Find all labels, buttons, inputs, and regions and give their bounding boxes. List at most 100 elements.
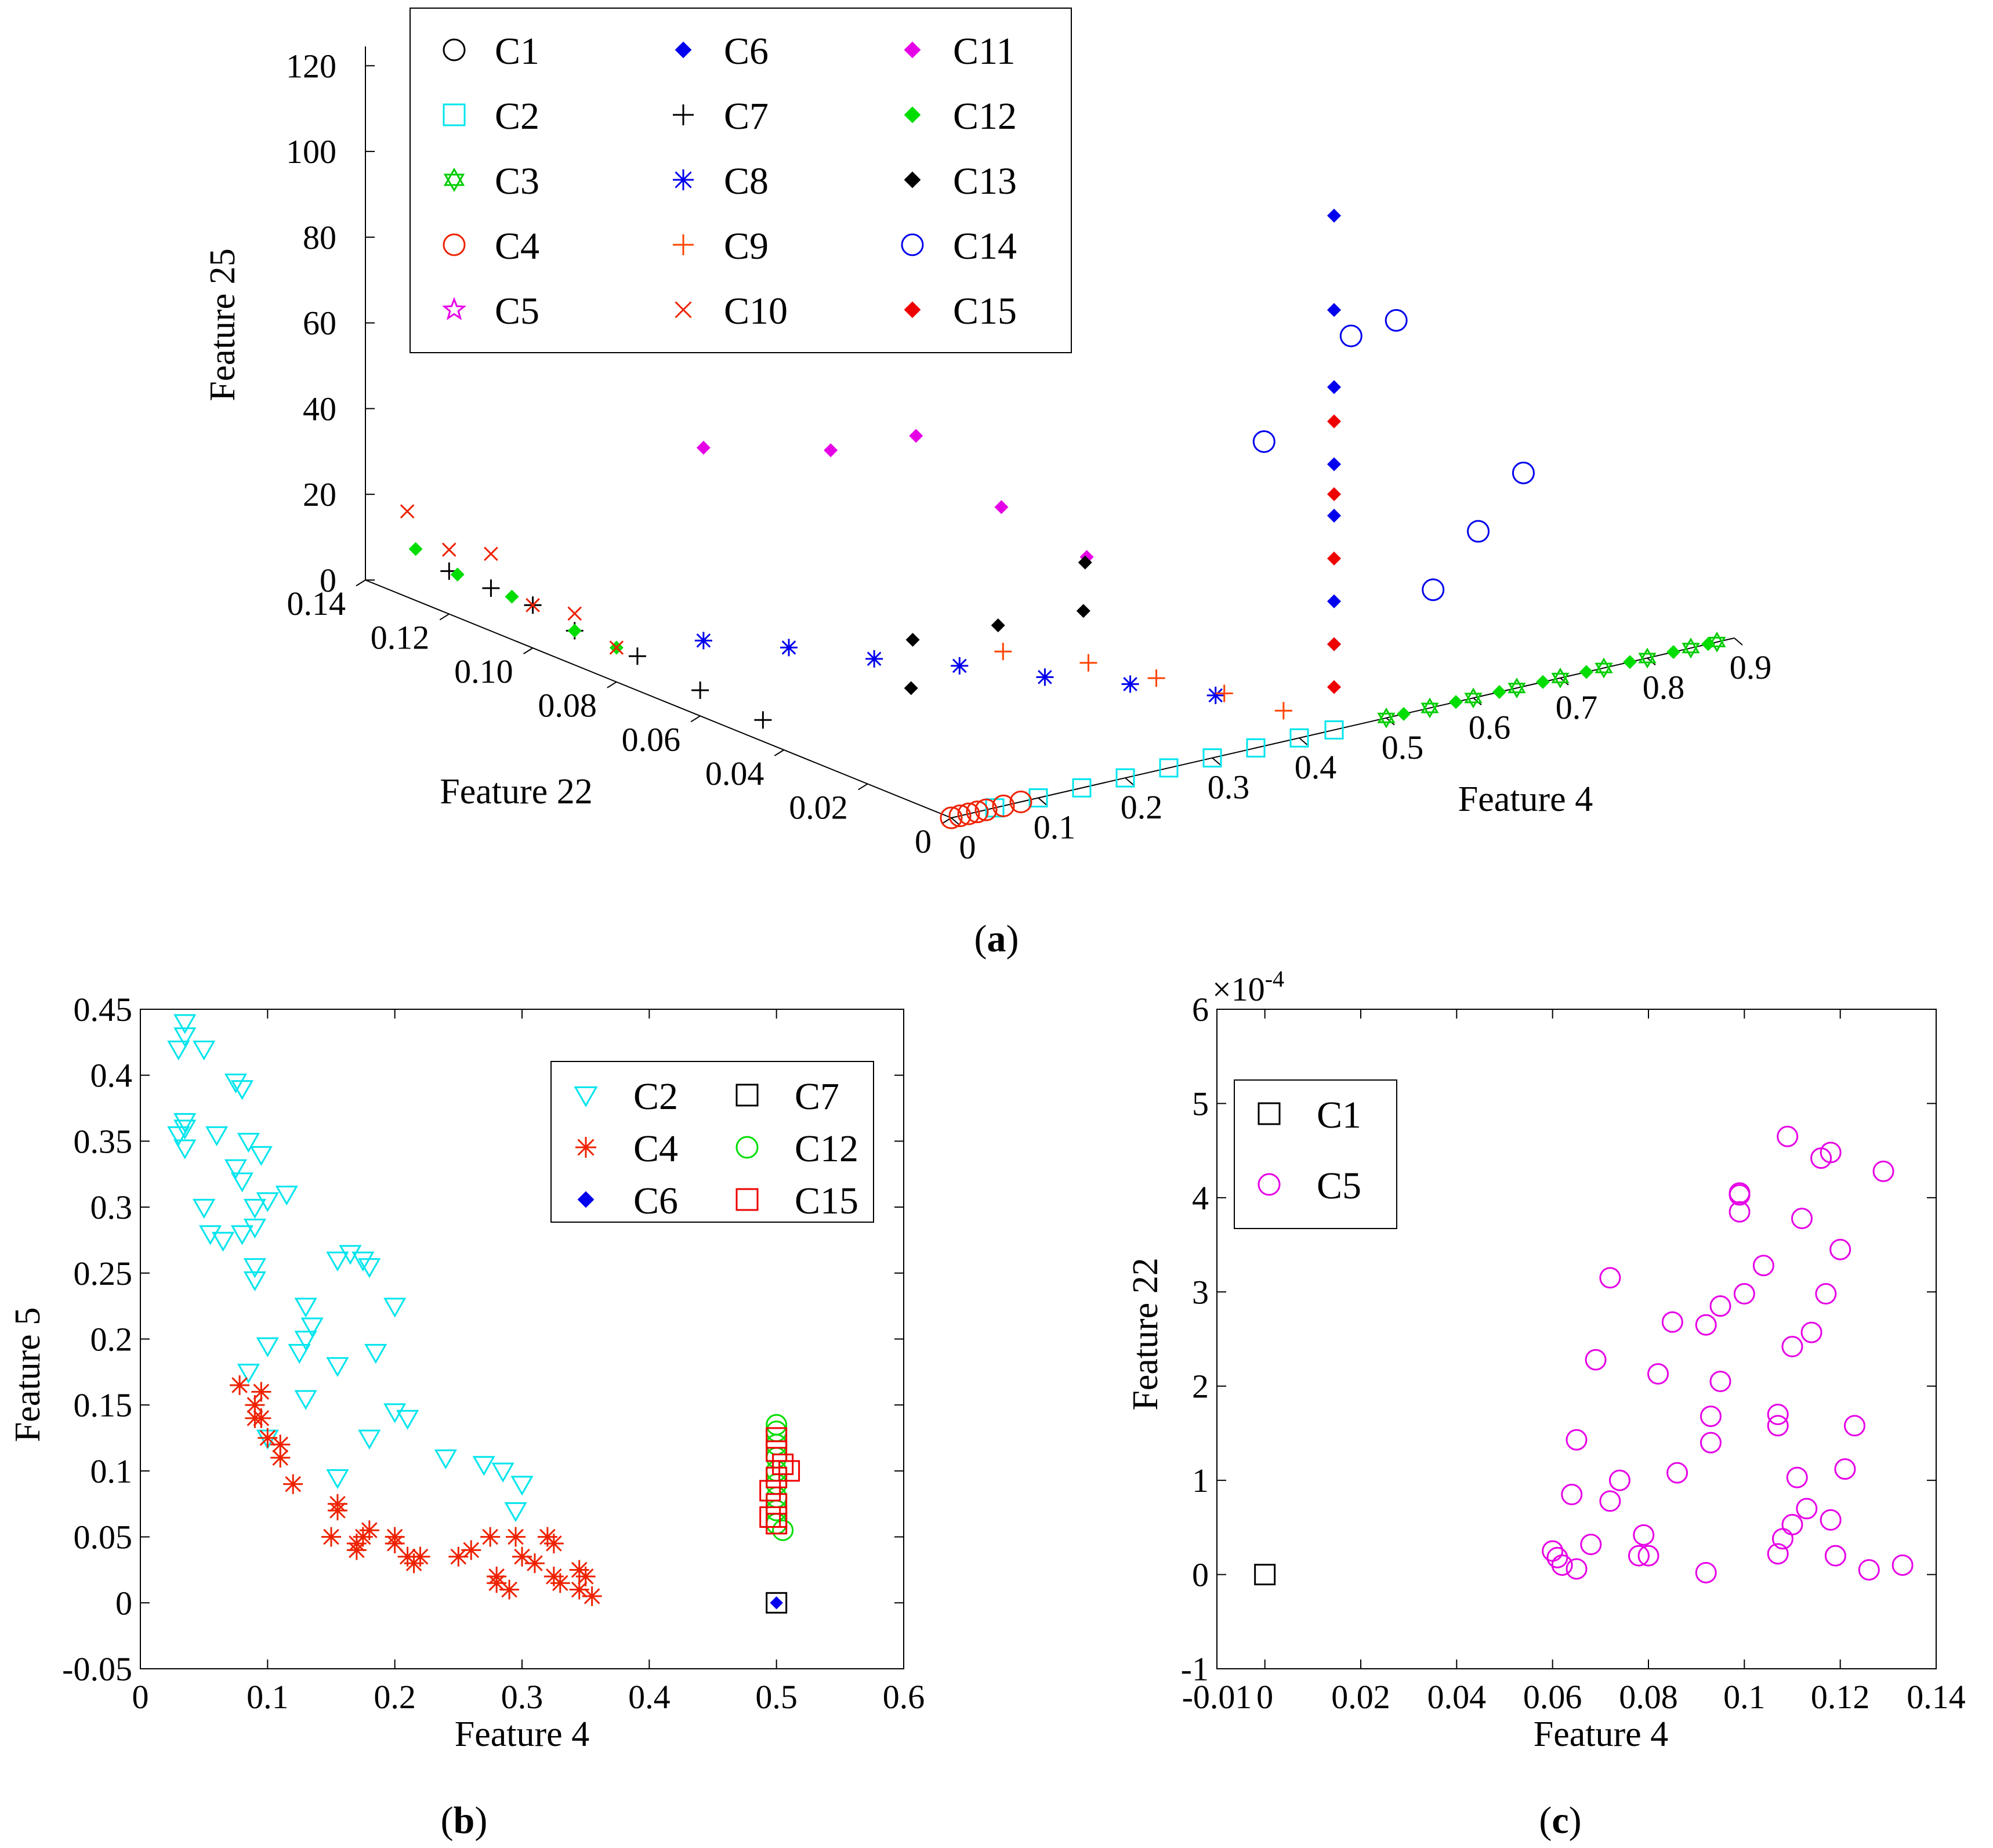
data-point-c4 (245, 1395, 265, 1415)
data-point-c5 (1599, 1490, 1621, 1512)
y-tick-label: 0.08 (538, 687, 597, 724)
data-point-c4 (550, 1573, 570, 1593)
panel-c-scatter: -0.01 0 0.02 0.04 0.06 0.08 0.1 0.12 0.14-101234… (1126, 966, 1966, 1842)
panel-a-legend: C1 C2 C3 C4 C5 C6 C7 C8 C9 C10 C11 C12 C13 C14 C15 (410, 8, 1072, 353)
data-point-c5 (1633, 1524, 1655, 1546)
data-point-c13 (1078, 555, 1092, 570)
data-point-c15 (1327, 487, 1341, 502)
y-tick-label: 0.35 (74, 1122, 133, 1160)
x-tick-label: 0.1 (1034, 809, 1076, 846)
data-point-c4 (480, 1527, 501, 1547)
legend-box (550, 1061, 874, 1223)
data-point-c2 (1159, 758, 1179, 778)
data-point-c13 (905, 632, 920, 647)
x-tick-label: 0.5 (1382, 729, 1424, 766)
y-tick-label: 0.4 (90, 1057, 133, 1095)
y-tick-label: 5 (1192, 1085, 1209, 1122)
x-tick-mark (1212, 757, 1221, 766)
data-point-c3 (1377, 707, 1396, 729)
data-point-c4 (569, 1579, 589, 1600)
legend-label: C3 (495, 160, 539, 202)
x-tick-label: 0.9 (1730, 648, 1772, 686)
data-point-c2 (491, 1462, 514, 1483)
data-point-c2 (224, 1159, 248, 1179)
data-point-c2 (237, 1364, 260, 1384)
data-point-c9 (1147, 669, 1165, 687)
data-point-c5 (1858, 1559, 1880, 1581)
legend-marker-c2 (574, 1086, 598, 1108)
data-point-c4 (487, 1573, 507, 1593)
y-axis-label: Feature 5 (8, 1307, 48, 1442)
data-point-c4 (499, 1579, 520, 1600)
data-point-c2 (237, 1133, 260, 1153)
y-axis-line (365, 579, 952, 818)
data-point-c8 (780, 639, 798, 657)
x-tick-mark (951, 817, 960, 825)
data-point-c9 (1274, 702, 1292, 720)
data-point-c4 (582, 1586, 602, 1606)
z-tick-label: 0 (320, 561, 336, 599)
data-point-c5 (1608, 1469, 1630, 1491)
y-tick-label: -1 (1181, 1650, 1209, 1688)
data-point-c3 (1638, 647, 1657, 669)
data-point-c4 (506, 1527, 526, 1547)
legend-label: C14 (953, 225, 1017, 267)
data-point-c5 (1815, 1283, 1837, 1305)
data-point-c10 (526, 597, 540, 613)
data-point-c12 (408, 542, 423, 556)
data-point-c15 (772, 1454, 794, 1476)
legend-label: C15 (795, 1180, 858, 1222)
x-tick-mark (1125, 777, 1134, 785)
data-point-c5 (1661, 1311, 1683, 1333)
data-point-c5 (1666, 1462, 1688, 1484)
data-point-c5 (1781, 1513, 1803, 1535)
data-point-c5 (1729, 1201, 1751, 1223)
x-tick-label: 0.3 (1208, 769, 1250, 806)
data-point-c2 (205, 1126, 229, 1147)
legend-label: C4 (633, 1128, 678, 1170)
data-point-c2 (294, 1298, 317, 1318)
x-axis-label: Feature 4 (1534, 1715, 1668, 1754)
data-point-c2 (288, 1343, 311, 1364)
data-point-c2 (352, 1251, 375, 1272)
data-point-c5 (1891, 1554, 1914, 1576)
data-point-c12 (567, 624, 582, 638)
data-point-c3 (1551, 667, 1570, 689)
legend-label: C12 (953, 95, 1017, 137)
y-tick-label: 0.15 (74, 1386, 133, 1424)
y-axis-multiplier: ×10-4 (1212, 966, 1284, 1008)
data-point-c15 (1327, 551, 1341, 566)
data-point-c15 (1327, 680, 1341, 694)
data-point-c5 (1767, 1403, 1789, 1425)
x-tick-label: -0.01 (1182, 1678, 1252, 1716)
data-point-c2 (472, 1456, 495, 1476)
data-point-c2 (173, 1027, 197, 1048)
x-tick-label: 0.04 (1427, 1678, 1487, 1716)
z-tick-label: 60 (303, 305, 336, 342)
y-tick-label: 0.14 (287, 585, 346, 622)
panel-a-axes: 0 0.1 0.2 0.3 0.4 0.5 0.6 0.7 0.8 0.9 0 0.02 0.04 0.0… (286, 46, 1772, 866)
x-tick-mark (1734, 637, 1743, 646)
y-tick-mark (523, 647, 534, 654)
data-point-c10 (400, 504, 415, 519)
data-point-c4 (948, 805, 972, 828)
x-tick-label: 0.08 (1619, 1678, 1678, 1716)
legend-label: C1 (495, 30, 539, 73)
data-point-c5 (1561, 1484, 1583, 1506)
y-axis-label: Feature 22 (440, 772, 592, 811)
data-point-c5 (1829, 1238, 1851, 1260)
data-point-c13 (1076, 604, 1090, 618)
x-axis-label: Feature 4 (1458, 780, 1593, 819)
legend-label: C5 (495, 290, 539, 332)
data-point-c5 (1542, 1540, 1564, 1562)
data-point-c5 (1700, 1405, 1722, 1427)
data-point-c4 (575, 1566, 596, 1586)
data-point-c2 (173, 1113, 197, 1133)
x-tick-label: 0 (132, 1678, 149, 1716)
legend-marker-c14 (901, 233, 924, 256)
data-point-c4 (251, 1408, 271, 1428)
data-point-c3 (1464, 687, 1483, 709)
legend-marker-c15 (735, 1188, 759, 1211)
data-point-c5 (1729, 1184, 1751, 1206)
data-point-c2 (243, 1198, 266, 1219)
